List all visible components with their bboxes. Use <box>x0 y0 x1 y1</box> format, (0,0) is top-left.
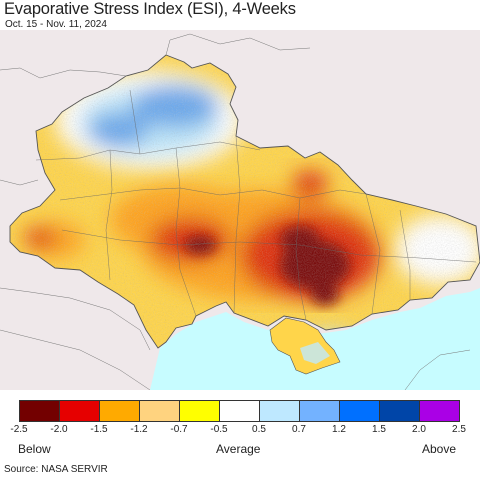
legend-tick: -1.2 <box>130 424 148 435</box>
legend-swatch <box>20 401 60 421</box>
date-range: Oct. 15 - Nov. 11, 2024 <box>5 19 107 30</box>
legend-label-above: Above <box>422 442 457 456</box>
legend-tick: -1.5 <box>90 424 108 435</box>
legend-tick: -2.0 <box>50 424 68 435</box>
legend-swatch <box>180 401 220 421</box>
legend-tick: -0.5 <box>210 424 228 435</box>
legend-label-average: Average <box>216 442 261 456</box>
legend-tick: 1.5 <box>372 424 386 435</box>
legend-label-below: Below <box>18 442 51 456</box>
neighbor-borders <box>0 33 471 390</box>
legend-tick: -0.7 <box>170 424 188 435</box>
legend-swatch <box>380 401 420 421</box>
legend-swatch <box>220 401 260 421</box>
legend-tick: 0.7 <box>292 424 306 435</box>
esi-map <box>0 30 480 390</box>
legend-swatch <box>420 401 459 421</box>
legend-swatch <box>300 401 340 421</box>
legend-swatch <box>60 401 100 421</box>
legend-tick: 2.0 <box>412 424 426 435</box>
ukraine-border <box>9 54 480 349</box>
legend-tick: -2.5 <box>10 424 28 435</box>
legend-tick: 0.5 <box>252 424 266 435</box>
map-title: Evaporative Stress Index (ESI), 4-Weeks <box>4 0 296 18</box>
source-credit: Source: NASA SERVIR <box>4 464 108 475</box>
legend-tick: 1.2 <box>332 424 346 435</box>
color-legend <box>19 400 460 422</box>
legend-tick: 2.5 <box>452 424 466 435</box>
legend-swatch <box>100 401 140 421</box>
legend-swatch <box>140 401 180 421</box>
legend-swatch <box>260 401 300 421</box>
crimea-peninsula <box>269 317 341 375</box>
oblast-borders <box>35 89 477 321</box>
legend-swatch <box>340 401 380 421</box>
